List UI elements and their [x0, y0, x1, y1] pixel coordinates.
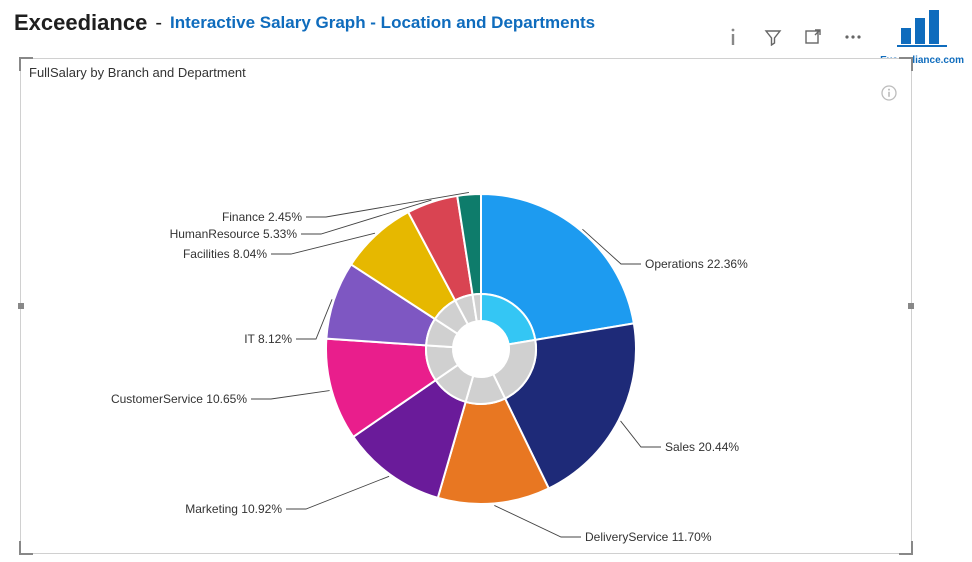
selection-handle-br[interactable]: [899, 541, 913, 555]
leader-line: [621, 421, 661, 447]
leader-line: [494, 505, 581, 537]
brand-title: Exceediance: [14, 10, 147, 36]
more-options-icon[interactable]: [844, 28, 862, 46]
chart-visual[interactable]: FullSalary by Branch and Department Oper…: [20, 58, 912, 554]
selection-handle-ml[interactable]: [18, 303, 24, 309]
slice-label: Marketing 10.92%: [185, 502, 282, 516]
info-icon[interactable]: [724, 28, 742, 46]
leader-line: [251, 391, 330, 399]
chart-title: FullSalary by Branch and Department: [29, 65, 246, 80]
slice-label: HumanResource 5.33%: [170, 227, 298, 241]
selection-handle-tr[interactable]: [899, 57, 913, 71]
selection-handle-bl[interactable]: [19, 541, 33, 555]
filter-icon[interactable]: [764, 28, 782, 46]
donut-chart[interactable]: Operations 22.36% Sales 20.44% DeliverySer…: [21, 59, 913, 555]
page-subtitle: Interactive Salary Graph - Location and …: [170, 13, 595, 33]
slice-label: Sales 20.44%: [665, 440, 739, 454]
slice-label: Facilities 8.04%: [183, 247, 267, 261]
slice-label: Finance 2.45%: [222, 210, 302, 224]
slice-label: CustomerService 10.65%: [111, 392, 247, 406]
slice-label: Operations 22.36%: [645, 257, 748, 271]
title-separator: -: [155, 12, 162, 35]
chart-info-icon[interactable]: [881, 85, 897, 106]
donut-hub: [453, 321, 509, 377]
brand-logo[interactable]: Exceediance.com: [880, 6, 964, 66]
selection-handle-mr[interactable]: [908, 303, 914, 309]
slice-label: IT 8.12%: [244, 332, 292, 346]
slice-label: DeliveryService 11.70%: [585, 530, 712, 544]
leader-line: [286, 476, 389, 509]
bar-logo-icon: [895, 6, 949, 48]
focus-mode-icon[interactable]: [804, 28, 822, 46]
visual-toolbar: [724, 28, 862, 46]
